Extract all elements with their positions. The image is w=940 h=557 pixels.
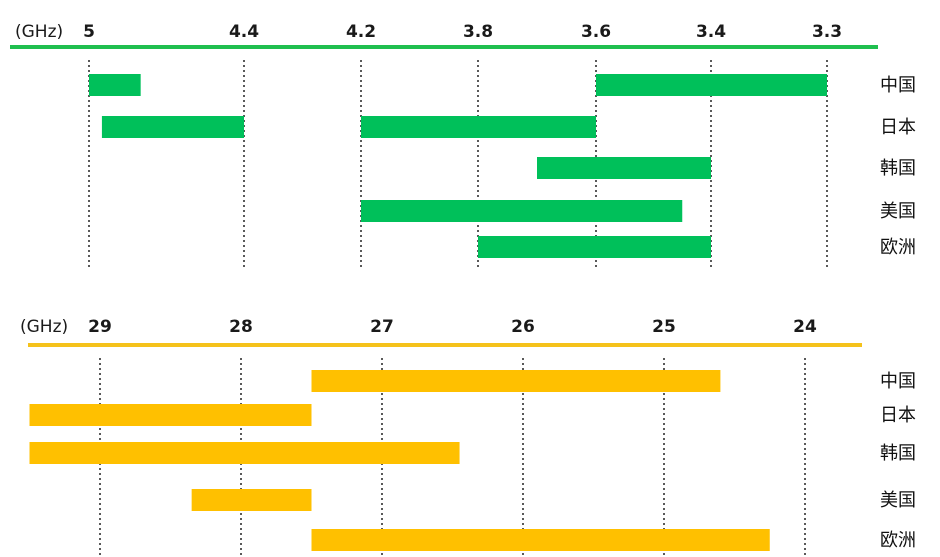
yellow-tick-label: 25 [652,317,676,337]
green-axis-line [10,45,878,49]
yellow-axis-line [28,343,862,347]
green-bar [478,236,711,258]
yellow-tick-label: 27 [370,317,394,337]
green-bar [537,200,683,222]
yellow-row-label: 美国 [880,490,916,511]
yellow-bar [29,404,312,426]
yellow-bar [311,529,770,551]
green-tick-label: 4.2 [346,22,376,42]
green-bar [361,116,596,138]
yellow-bar [311,370,721,392]
yellow-tick-label: 29 [88,317,112,337]
yellow-bar [191,489,312,511]
green-bar [89,74,141,96]
green-row-label: 欧洲 [880,237,916,258]
yellow-row-label: 日本 [880,405,916,426]
yellow-unit-label: (GHz) [20,317,68,337]
green-row-label: 日本 [880,117,916,138]
yellow-tick-label: 24 [793,317,817,337]
green-row-label: 中国 [880,75,916,96]
yellow-bar [29,442,460,464]
yellow-row-label: 欧洲 [880,530,916,551]
green-tick-label: 5 [83,22,95,42]
green-tick-label: 3.3 [812,22,842,42]
green-tick-label: 3.8 [463,22,493,42]
green-row-label: 美国 [880,201,916,222]
yellow-row-label: 韩国 [880,443,916,464]
green-tick-label: 3.6 [581,22,611,42]
yellow-tick-label: 28 [229,317,253,337]
green-bar [596,74,827,96]
green-tick-label: 3.4 [696,22,726,42]
green-tick-label: 4.4 [229,22,259,42]
green-bar [101,116,245,138]
green-row-label: 韩国 [880,158,916,179]
yellow-tick-label: 26 [511,317,535,337]
green-unit-label: (GHz) [15,22,63,42]
yellow-row-label: 中国 [880,371,916,392]
green-bar [537,157,711,179]
green-bar [361,200,537,222]
